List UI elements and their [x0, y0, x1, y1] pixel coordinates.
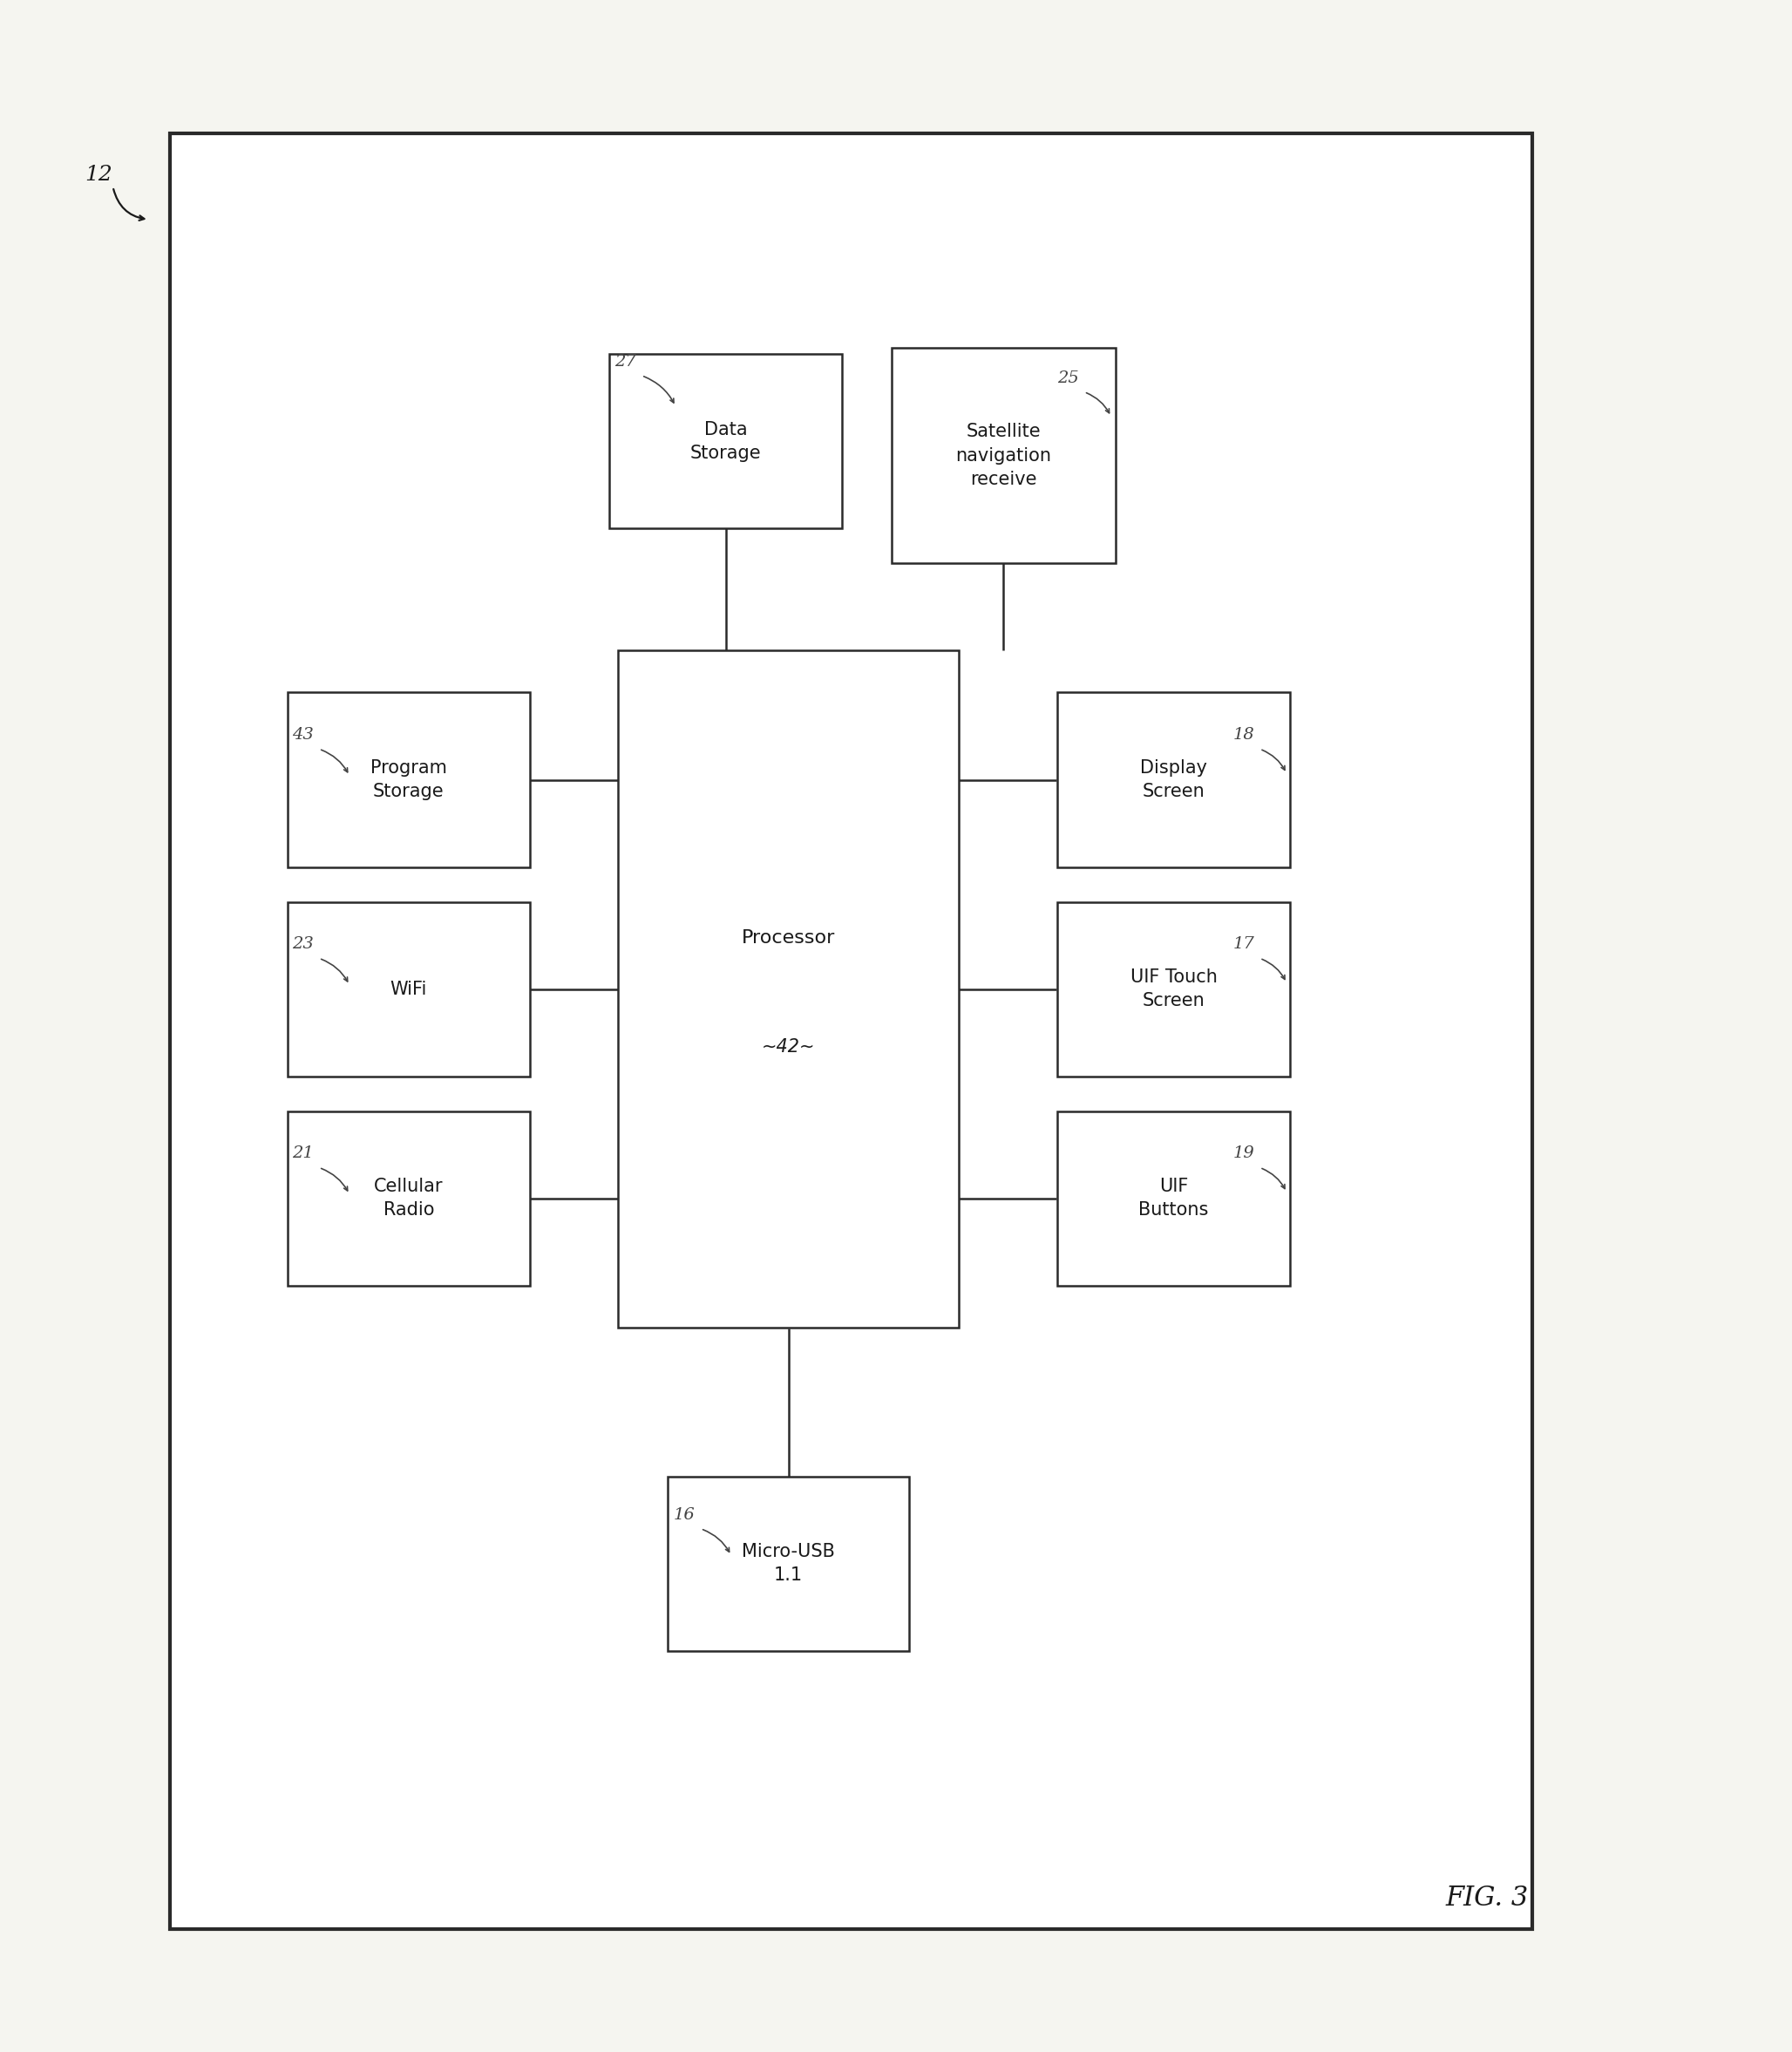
Text: WiFi: WiFi — [391, 981, 426, 997]
Text: Processor: Processor — [742, 930, 835, 946]
Bar — [892, 349, 1115, 562]
Text: 18: 18 — [1233, 726, 1254, 743]
Bar — [287, 1110, 530, 1285]
Text: Cellular
Radio: Cellular Radio — [375, 1178, 443, 1219]
Bar — [609, 353, 842, 527]
Bar — [287, 694, 530, 866]
Bar — [667, 1477, 910, 1650]
Text: Program
Storage: Program Storage — [371, 759, 446, 800]
Text: Display
Screen: Display Screen — [1140, 759, 1208, 800]
Text: ~42~: ~42~ — [762, 1038, 815, 1055]
Text: UIF
Buttons: UIF Buttons — [1138, 1178, 1210, 1219]
Text: 25: 25 — [1057, 369, 1079, 386]
Text: Micro-USB
1.1: Micro-USB 1.1 — [742, 1543, 835, 1584]
Text: 21: 21 — [292, 1145, 314, 1161]
Text: 16: 16 — [674, 1506, 695, 1523]
Text: 19: 19 — [1233, 1145, 1254, 1161]
Bar — [287, 903, 530, 1075]
Text: UIF Touch
Screen: UIF Touch Screen — [1131, 969, 1217, 1010]
Bar — [170, 133, 1532, 1929]
Text: FIG. 3: FIG. 3 — [1446, 1884, 1529, 1912]
Bar — [1057, 694, 1290, 866]
Text: 43: 43 — [292, 726, 314, 743]
Bar — [618, 650, 959, 1328]
Bar — [1057, 1110, 1290, 1285]
Text: 12: 12 — [84, 164, 113, 185]
Bar — [1057, 903, 1290, 1075]
Text: Satellite
navigation
receive: Satellite navigation receive — [955, 423, 1052, 488]
Text: Data
Storage: Data Storage — [690, 421, 762, 462]
Text: 27: 27 — [615, 353, 636, 369]
Text: 17: 17 — [1233, 936, 1254, 952]
Text: 23: 23 — [292, 936, 314, 952]
